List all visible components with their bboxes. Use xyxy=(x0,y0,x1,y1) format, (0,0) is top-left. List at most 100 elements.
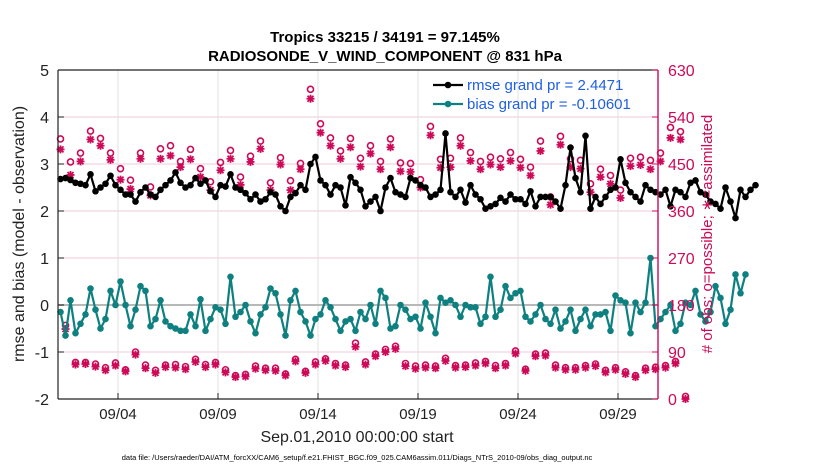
obs-assimilated-marker xyxy=(456,141,465,150)
asterisk-center xyxy=(188,157,193,162)
rmse-point xyxy=(722,184,729,191)
bias-point xyxy=(127,322,134,330)
asterisk-center xyxy=(648,167,653,172)
rmse-point xyxy=(197,180,204,188)
bias-point xyxy=(297,308,304,316)
rmse-point xyxy=(572,174,579,182)
obs-possible-marker xyxy=(86,127,95,135)
obs-possible-marker xyxy=(596,165,605,174)
bias-point xyxy=(642,299,649,306)
obs-assimilated-marker xyxy=(666,133,675,142)
obs-assimilated-marker xyxy=(466,156,475,165)
bias-point xyxy=(257,311,264,318)
obs-assimilated-marker xyxy=(296,165,305,174)
obs-assimilated-marker xyxy=(241,372,250,381)
obs-possible-marker xyxy=(106,149,115,157)
y-right-tick-label: 630 xyxy=(668,63,695,80)
rmse-point xyxy=(567,144,574,151)
y-tick-label: 5 xyxy=(40,63,49,80)
obs-possible-marker xyxy=(476,157,485,166)
bias-point xyxy=(687,301,694,309)
obs-assimilated-marker xyxy=(386,143,395,152)
rmse-point xyxy=(507,191,514,198)
asterisk-center xyxy=(333,363,338,368)
rmse-point xyxy=(662,186,669,194)
series-lines xyxy=(57,130,759,339)
rmse-point xyxy=(87,171,94,178)
obs-assimilated-marker xyxy=(156,154,165,163)
rmse-point xyxy=(432,191,439,198)
rmse-point xyxy=(472,191,479,198)
y-axis-label: rmse and bias (model - observation) xyxy=(11,106,28,362)
obs-possible-marker xyxy=(626,154,635,163)
obs-assimilated-marker xyxy=(401,362,410,371)
obs-possible-marker xyxy=(226,146,235,155)
obs-possible-marker xyxy=(116,164,125,173)
legend-bias-label: bias grand pr = -0.10601 xyxy=(467,96,631,113)
obs-possible-marker xyxy=(196,164,205,173)
bias-point xyxy=(702,318,709,325)
rmse-point xyxy=(527,187,534,195)
rmse-point xyxy=(182,184,189,191)
obs-assimilated-marker xyxy=(141,364,150,373)
bias-point xyxy=(197,296,204,303)
y-right-tick-label: 360 xyxy=(668,204,695,221)
obs-assimilated-marker xyxy=(556,140,565,149)
bias-point xyxy=(72,329,79,337)
asterisk-center xyxy=(508,158,513,164)
y-tick-label: -1 xyxy=(35,345,49,362)
asterisk-center xyxy=(323,358,328,364)
obs-possible-marker xyxy=(366,141,375,150)
bias-point xyxy=(427,313,434,321)
bias-point xyxy=(622,299,629,306)
obs-assimilated-marker xyxy=(546,200,555,209)
asterisk-center xyxy=(523,368,528,373)
rmse-point xyxy=(312,153,319,161)
obs-possible-marker xyxy=(466,148,475,157)
obs-possible-marker xyxy=(486,153,495,162)
obs-possible-marker xyxy=(156,145,165,153)
obs-assimilated-marker xyxy=(396,167,405,176)
y-tick-label: 1 xyxy=(40,251,49,268)
rmse-point xyxy=(207,187,214,195)
rmse-point xyxy=(172,169,179,176)
bias-point xyxy=(202,327,209,335)
asterisk-center xyxy=(608,181,613,187)
y-right-tick-label: 90 xyxy=(668,345,686,362)
bias-point xyxy=(572,327,579,335)
asterisk-center xyxy=(623,371,628,377)
obs-assimilated-marker xyxy=(481,359,490,368)
asterisk-center xyxy=(273,368,278,373)
asterisk-center xyxy=(173,365,178,370)
asterisk-center xyxy=(183,367,188,372)
y-right-tick-label: 270 xyxy=(668,251,695,268)
rmse-point xyxy=(532,203,539,210)
bias-point xyxy=(117,278,124,285)
obs-possible-marker xyxy=(126,176,135,184)
rmse-point xyxy=(452,193,459,201)
obs-assimilated-marker xyxy=(171,363,180,372)
rmse-point xyxy=(587,205,594,212)
rmse-point xyxy=(147,191,154,198)
bias-point xyxy=(247,318,254,325)
asterisk-center xyxy=(428,133,433,138)
obs-assimilated-marker xyxy=(186,155,195,164)
obs-assimilated-marker xyxy=(441,356,450,365)
asterisk-center xyxy=(678,137,683,142)
obs-assimilated-marker xyxy=(621,369,630,378)
obs-assimilated-marker xyxy=(281,371,290,380)
bias-point xyxy=(312,315,319,323)
rmse-point xyxy=(122,191,129,198)
rmse-point xyxy=(582,132,589,140)
bias-point xyxy=(637,308,644,316)
bias-point xyxy=(477,320,484,328)
obs-assimilated-marker xyxy=(431,364,440,373)
rmse-point xyxy=(317,177,324,184)
asterisk-center xyxy=(298,167,303,172)
asterisk-center xyxy=(163,364,168,370)
asterisk-center xyxy=(363,362,368,367)
rmse-point xyxy=(242,189,249,197)
asterisk-center xyxy=(293,359,298,364)
asterisk-center xyxy=(628,163,633,169)
